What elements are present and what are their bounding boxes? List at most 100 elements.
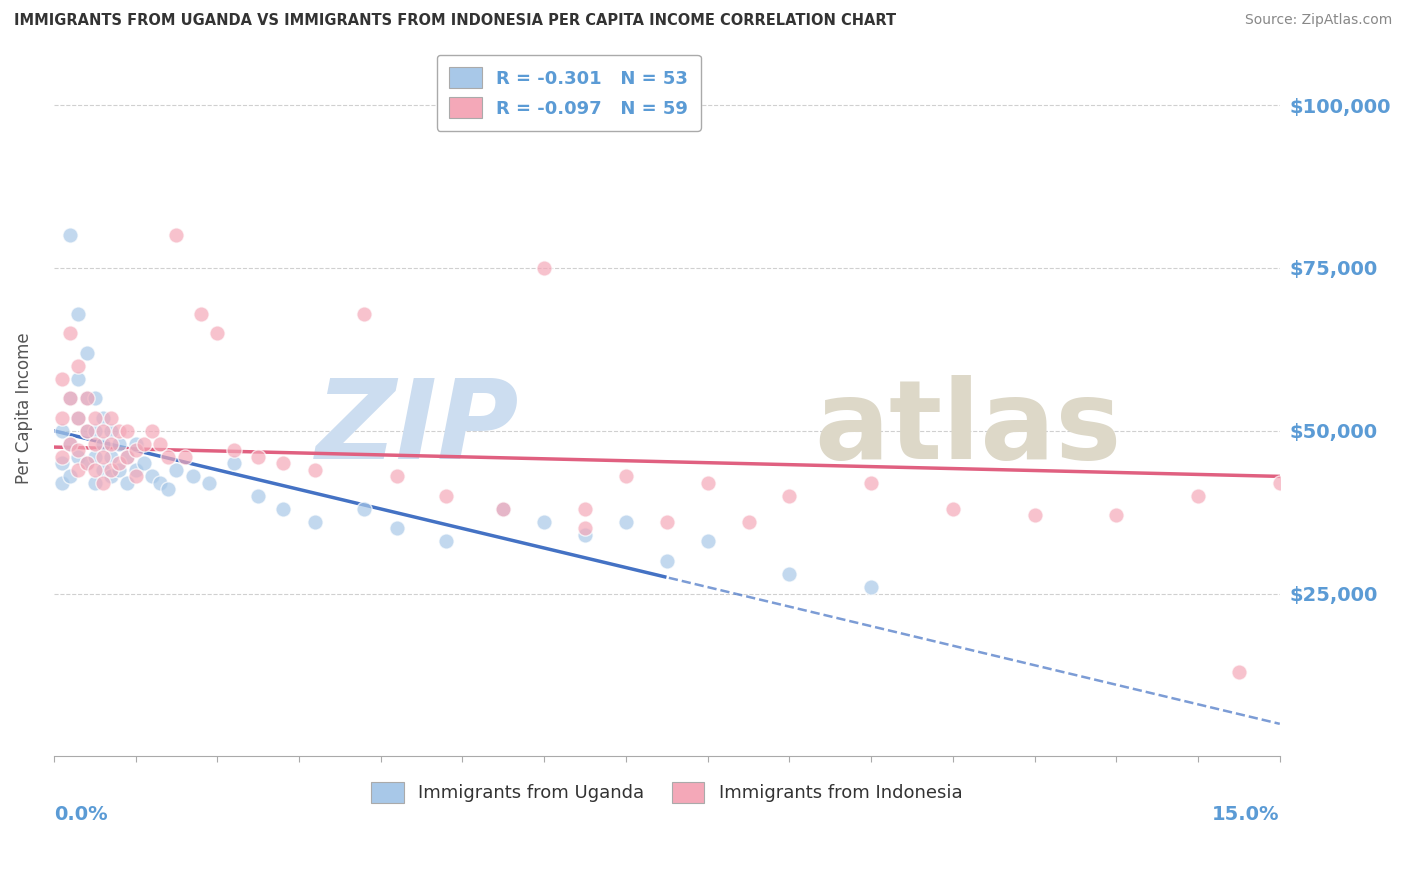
Point — [76, 456, 98, 470]
Point — [222, 443, 245, 458]
Point — [108, 456, 131, 470]
Point — [533, 260, 555, 275]
Point — [51, 372, 73, 386]
Point — [124, 469, 146, 483]
Point — [614, 515, 637, 529]
Point — [141, 424, 163, 438]
Point — [100, 450, 122, 464]
Point — [173, 450, 195, 464]
Point — [83, 463, 105, 477]
Point — [67, 450, 90, 464]
Point — [117, 424, 139, 438]
Point — [614, 469, 637, 483]
Point — [434, 534, 457, 549]
Point — [59, 326, 82, 340]
Point — [83, 450, 105, 464]
Point — [51, 424, 73, 438]
Point — [124, 463, 146, 477]
Point — [100, 437, 122, 451]
Point — [860, 475, 883, 490]
Point — [574, 521, 596, 535]
Point — [100, 469, 122, 483]
Point — [696, 475, 718, 490]
Point — [67, 410, 90, 425]
Point — [533, 515, 555, 529]
Point — [353, 502, 375, 516]
Point — [51, 450, 73, 464]
Point — [778, 567, 800, 582]
Point — [91, 424, 114, 438]
Legend: Immigrants from Uganda, Immigrants from Indonesia: Immigrants from Uganda, Immigrants from … — [364, 775, 969, 810]
Point — [83, 410, 105, 425]
Point — [492, 502, 515, 516]
Point — [100, 410, 122, 425]
Point — [108, 463, 131, 477]
Point — [91, 475, 114, 490]
Point — [132, 456, 155, 470]
Point — [492, 502, 515, 516]
Point — [198, 475, 221, 490]
Point — [141, 469, 163, 483]
Point — [59, 391, 82, 405]
Point — [132, 437, 155, 451]
Point — [83, 391, 105, 405]
Point — [108, 437, 131, 451]
Point — [181, 469, 204, 483]
Point — [76, 424, 98, 438]
Point — [353, 307, 375, 321]
Point — [655, 554, 678, 568]
Text: 0.0%: 0.0% — [53, 805, 107, 824]
Point — [655, 515, 678, 529]
Point — [117, 475, 139, 490]
Point — [207, 326, 229, 340]
Point — [271, 502, 294, 516]
Point — [860, 580, 883, 594]
Point — [124, 443, 146, 458]
Point — [76, 424, 98, 438]
Point — [778, 489, 800, 503]
Point — [108, 424, 131, 438]
Point — [51, 410, 73, 425]
Point — [67, 372, 90, 386]
Point — [59, 437, 82, 451]
Point — [67, 443, 90, 458]
Point — [67, 359, 90, 373]
Point — [100, 424, 122, 438]
Point — [1268, 475, 1291, 490]
Text: 15.0%: 15.0% — [1212, 805, 1279, 824]
Point — [67, 307, 90, 321]
Point — [83, 475, 105, 490]
Point — [59, 228, 82, 243]
Point — [304, 463, 326, 477]
Point — [51, 456, 73, 470]
Point — [1105, 508, 1128, 523]
Point — [149, 437, 172, 451]
Point — [76, 391, 98, 405]
Point — [91, 463, 114, 477]
Y-axis label: Per Capita Income: Per Capita Income — [15, 332, 32, 483]
Point — [51, 475, 73, 490]
Point — [165, 463, 187, 477]
Point — [76, 391, 98, 405]
Point — [385, 469, 408, 483]
Point — [76, 456, 98, 470]
Text: ZIP: ZIP — [316, 376, 520, 483]
Point — [124, 437, 146, 451]
Point — [83, 424, 105, 438]
Point — [1187, 489, 1209, 503]
Text: IMMIGRANTS FROM UGANDA VS IMMIGRANTS FROM INDONESIA PER CAPITA INCOME CORRELATIO: IMMIGRANTS FROM UGANDA VS IMMIGRANTS FRO… — [14, 13, 896, 29]
Point — [434, 489, 457, 503]
Point — [91, 410, 114, 425]
Point — [59, 437, 82, 451]
Point — [117, 450, 139, 464]
Text: atlas: atlas — [814, 376, 1122, 483]
Point — [1024, 508, 1046, 523]
Point — [696, 534, 718, 549]
Point — [1227, 665, 1250, 679]
Point — [91, 437, 114, 451]
Point — [149, 475, 172, 490]
Point — [157, 483, 180, 497]
Point — [157, 450, 180, 464]
Point — [67, 410, 90, 425]
Point — [59, 469, 82, 483]
